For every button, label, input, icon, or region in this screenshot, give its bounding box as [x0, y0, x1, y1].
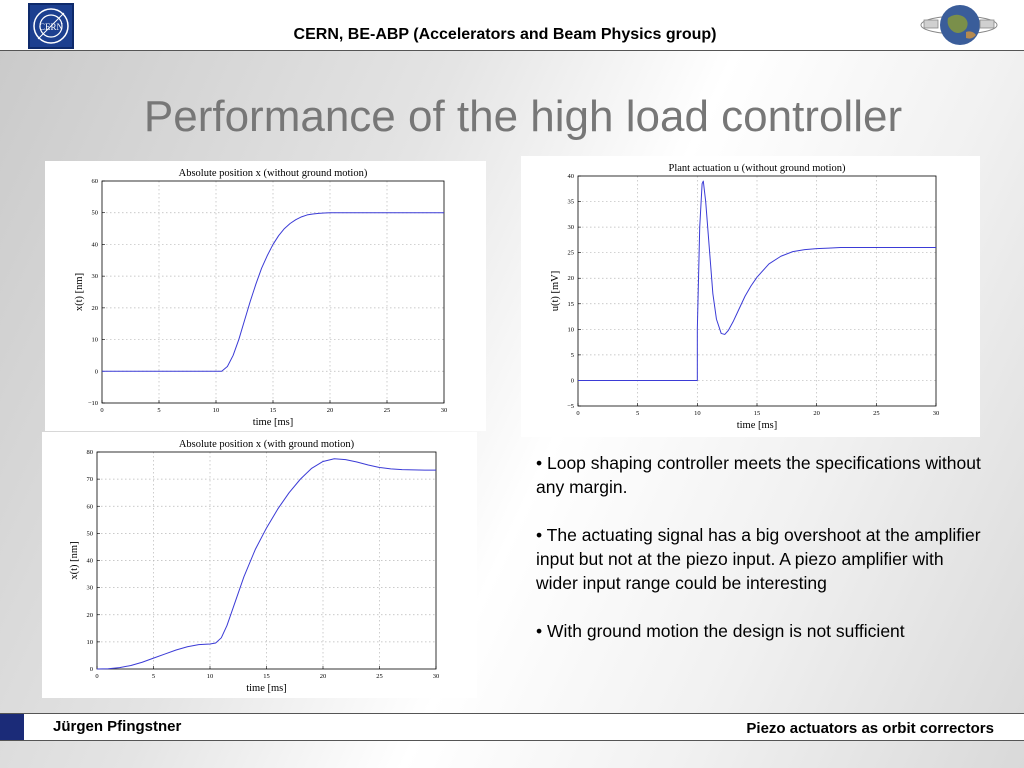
y-tick-label: 35 [568, 199, 575, 206]
y-tick-label: 5 [571, 352, 574, 359]
bullet-item: • With ground motion the design is not s… [536, 621, 905, 641]
x-tick-label: 25 [376, 673, 383, 680]
y-tick-label: 40 [568, 173, 575, 180]
x-tick-label: 20 [320, 673, 327, 680]
x-tick-label: 10 [213, 407, 220, 414]
y-tick-label: 0 [95, 368, 98, 375]
slide-title: Performance of the high load controller [143, 92, 903, 141]
footer-author: Jürgen Pfingstner [53, 718, 182, 735]
y-tick-label: 60 [87, 503, 94, 510]
footer-accent-block [0, 714, 24, 740]
x-tick-label: 15 [754, 410, 761, 417]
y-tick-label: 20 [87, 612, 94, 619]
y-tick-label: 50 [87, 530, 94, 537]
plot-position-no-ground-motion: 0 5 10 15 20 25 30 −10 0 10 20 30 40 50 60 Absolute pos… [45, 161, 486, 431]
bullet-item: • The actuating signal has a big oversho… [536, 525, 981, 593]
y-tick-label: 80 [87, 449, 94, 456]
y-axis-label: x(t) [nm] [69, 541, 80, 579]
y-tick-label: 40 [87, 558, 94, 565]
chart-title: Plant actuation u (without ground motion… [668, 163, 846, 174]
x-tick-label: 10 [694, 410, 701, 417]
x-tick-label: 10 [207, 673, 214, 680]
plot-frame [577, 175, 937, 407]
y-tick-label: 30 [568, 224, 575, 231]
chart-title: Absolute position x (without ground moti… [179, 168, 368, 179]
x-tick-label: 30 [433, 673, 440, 680]
series-line [102, 212, 444, 372]
x-tick-label: 5 [636, 410, 639, 417]
x-tick-label: 15 [263, 673, 270, 680]
y-tick-label: 0 [90, 666, 93, 673]
bullet-item: • Loop shaping controller meets the spec… [536, 453, 981, 497]
x-axis-label: time [ms] [737, 420, 778, 431]
cern-logo-text: CERN [39, 22, 64, 32]
x-tick-label: 30 [441, 407, 448, 414]
y-tick-label: 0 [571, 377, 574, 384]
cern-logo: CERN [28, 3, 74, 49]
x-axis-label: time [ms] [246, 683, 287, 694]
series-line [96, 458, 436, 670]
y-tick-label: 25 [568, 250, 575, 257]
bullet-list: • Loop shaping controller meets the spec… [536, 451, 986, 667]
slide-header: CERN CERN, BE-ABP (Accelerators and Beam… [0, 0, 1024, 51]
y-tick-label: 20 [568, 275, 575, 282]
y-tick-label: 30 [92, 273, 99, 280]
globe-logo [918, 2, 1000, 48]
plot-position-with-ground-motion: 0 5 10 15 20 25 30 0 10 20 30 40 50 60 70 80 Absolute po… [42, 432, 477, 698]
y-tick-label: 30 [87, 585, 94, 592]
y-axis-label: u(t) [mV] [550, 271, 561, 312]
x-tick-label: 25 [873, 410, 880, 417]
y-tick-label: 10 [568, 326, 575, 333]
x-tick-label: 0 [95, 673, 98, 680]
y-tick-label: 50 [92, 210, 99, 217]
slide-footer: Jürgen Pfingstner Piezo actuators as orb… [0, 713, 1024, 741]
x-tick-label: 0 [576, 410, 579, 417]
y-tick-label: 10 [92, 337, 99, 344]
y-tick-label: 60 [92, 178, 99, 185]
header-title: CERN, BE-ABP (Accelerators and Beam Phys… [293, 26, 717, 43]
chart-position-with-ground-motion: 0 5 10 15 20 25 30 0 10 20 30 40 50 60 70 80 Absolute po… [69, 439, 440, 694]
plot-actuation-no-ground-motion: 0 5 10 15 20 25 30 −5 0 5 10 15 20 25 30 35 40 Plant actu… [521, 156, 980, 437]
x-tick-label: 20 [813, 410, 820, 417]
y-tick-label: 70 [87, 476, 94, 483]
x-tick-label: 15 [270, 407, 277, 414]
series-line [578, 180, 936, 381]
footer-topic: Piezo actuators as orbit correctors [746, 720, 994, 737]
chart-title: Absolute position x (with ground motion) [179, 439, 355, 450]
x-tick-label: 0 [100, 407, 103, 414]
y-tick-label: −5 [567, 403, 574, 410]
x-tick-label: 5 [152, 673, 155, 680]
cern-logo-graphic: CERN [33, 8, 69, 44]
x-tick-label: 5 [157, 407, 160, 414]
y-tick-label: 20 [92, 305, 99, 312]
y-axis-label: x(t) [nm] [74, 273, 85, 311]
y-tick-label: 15 [568, 301, 575, 308]
x-tick-label: 25 [384, 407, 391, 414]
x-axis-label: time [ms] [253, 417, 294, 428]
x-tick-label: 30 [933, 410, 940, 417]
y-tick-label: 40 [92, 241, 99, 248]
y-tick-label: −10 [88, 400, 98, 407]
x-tick-label: 20 [327, 407, 334, 414]
y-tick-label: 10 [87, 639, 94, 646]
